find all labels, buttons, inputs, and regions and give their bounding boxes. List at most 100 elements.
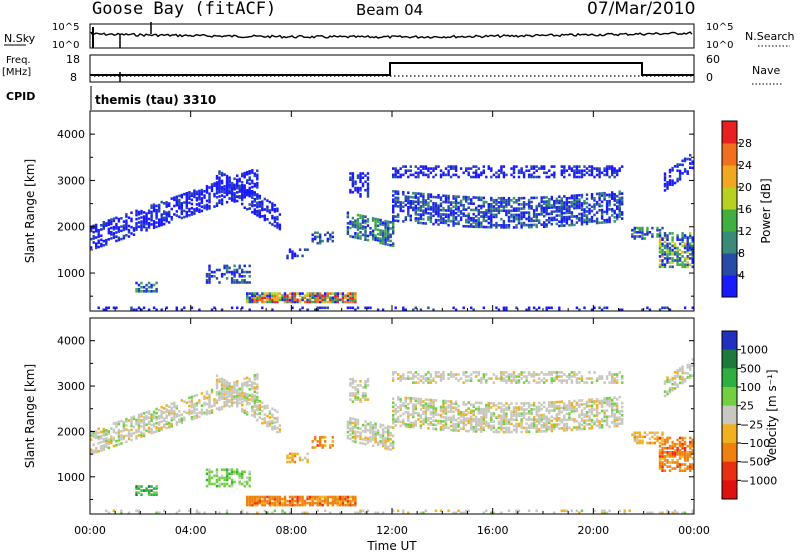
range-gate-cell bbox=[686, 246, 689, 250]
range-gate-cell bbox=[467, 375, 470, 378]
range-gate-cell bbox=[563, 418, 566, 422]
range-gate-cell bbox=[452, 173, 455, 177]
range-gate-cell bbox=[600, 208, 604, 212]
range-gate-cell bbox=[397, 198, 400, 202]
range-gate-cell bbox=[306, 497, 309, 501]
range-gate-cell bbox=[585, 400, 589, 404]
range-gate-cell bbox=[510, 410, 513, 413]
range-gate-cell bbox=[668, 253, 672, 256]
range-gate-cell bbox=[261, 501, 264, 505]
range-gate-cell bbox=[502, 416, 506, 420]
range-gate-cell bbox=[603, 397, 606, 400]
range-gate-cell bbox=[243, 279, 246, 282]
range-gate-cell bbox=[163, 202, 166, 205]
range-gate-cell bbox=[570, 223, 574, 227]
range-gate-cell bbox=[394, 424, 397, 427]
range-gate-cell bbox=[550, 212, 553, 216]
range-gate-cell bbox=[522, 375, 526, 378]
range-gate-cell bbox=[354, 294, 357, 297]
range-gate-cell bbox=[565, 169, 569, 172]
range-gate-cell bbox=[485, 379, 488, 382]
range-gate-cell bbox=[593, 167, 596, 170]
range-gate-cell bbox=[112, 306, 116, 310]
range-gate-cell bbox=[490, 169, 493, 172]
range-gate-cell bbox=[439, 379, 443, 382]
range-gate-cell bbox=[402, 402, 405, 405]
range-gate-cell bbox=[130, 422, 133, 425]
range-gate-cell bbox=[678, 455, 682, 458]
range-gate-cell bbox=[482, 202, 485, 206]
range-gate-cell bbox=[641, 237, 644, 240]
range-gate-cell bbox=[236, 382, 239, 385]
range-gate-cell bbox=[195, 207, 199, 210]
range-gate-cell bbox=[678, 248, 682, 252]
range-gate-cell bbox=[590, 377, 594, 380]
range-gate-cell bbox=[399, 375, 402, 378]
range-gate-cell bbox=[442, 173, 445, 177]
range-gate-cell bbox=[497, 308, 501, 312]
range-gate-cell bbox=[419, 408, 423, 411]
range-gate-cell bbox=[454, 400, 458, 404]
range-gate-cell bbox=[178, 205, 181, 208]
range-gate-cell bbox=[324, 292, 327, 295]
range-gate-cell bbox=[276, 209, 279, 213]
range-gate-cell bbox=[500, 424, 503, 428]
range-gate-cell bbox=[661, 433, 664, 437]
range-gate-cell bbox=[381, 442, 385, 446]
range-gate-cell bbox=[618, 211, 621, 214]
range-gate-cell bbox=[545, 175, 548, 179]
range-gate-cell bbox=[522, 205, 526, 208]
range-gate-cell bbox=[150, 485, 153, 488]
range-gate-cell bbox=[392, 198, 395, 201]
range-gate-cell bbox=[414, 213, 417, 216]
range-gate-cell bbox=[666, 436, 669, 440]
range-gate-cell bbox=[349, 398, 352, 401]
range-gate-cell bbox=[543, 373, 546, 376]
range-gate-cell bbox=[331, 503, 334, 507]
range-gate-cell bbox=[671, 442, 674, 446]
range-gate-cell bbox=[268, 211, 272, 214]
range-gate-cell bbox=[439, 208, 443, 212]
range-gate-cell bbox=[366, 218, 370, 221]
range-gate-cell bbox=[540, 204, 543, 208]
range-gate-cell bbox=[392, 242, 395, 245]
range-gate-cell bbox=[668, 257, 672, 260]
range-gate-cell bbox=[545, 196, 548, 199]
range-gate-cell bbox=[668, 175, 672, 178]
range-gate-cell bbox=[646, 441, 649, 445]
range-gate-cell bbox=[115, 421, 118, 425]
range-gate-cell bbox=[225, 174, 229, 178]
range-gate-cell bbox=[512, 226, 516, 229]
freq-tick-top: 18 bbox=[66, 53, 80, 66]
range-gate-cell bbox=[314, 495, 317, 499]
range-gate-cell bbox=[95, 430, 98, 433]
range-gate-cell bbox=[457, 423, 460, 426]
range-gate-cell bbox=[600, 424, 604, 427]
range-gate-cell bbox=[502, 173, 506, 177]
range-gate-cell bbox=[676, 448, 679, 452]
range-gate-cell bbox=[228, 405, 231, 408]
range-gate-cell bbox=[485, 424, 488, 427]
range-gate-cell bbox=[168, 212, 171, 216]
range-gate-cell bbox=[502, 420, 506, 424]
range-gate-cell bbox=[178, 215, 181, 219]
range-gate-cell bbox=[449, 408, 453, 411]
range-gate-cell bbox=[550, 429, 553, 433]
range-gate-cell bbox=[185, 202, 188, 205]
range-gate-cell bbox=[266, 205, 269, 209]
range-gate-cell bbox=[349, 222, 352, 226]
range-gate-cell bbox=[457, 404, 460, 408]
range-gate-cell bbox=[605, 204, 609, 207]
range-gate-cell bbox=[407, 377, 410, 380]
range-gate-cell bbox=[200, 404, 204, 407]
range-gate-cell bbox=[691, 257, 694, 260]
range-gate-cell bbox=[256, 205, 259, 209]
range-gate-cell bbox=[210, 409, 214, 412]
range-gate-cell bbox=[535, 215, 538, 218]
range-gate-cell bbox=[100, 449, 103, 452]
range-gate-cell bbox=[427, 205, 430, 209]
range-gate-cell bbox=[137, 426, 141, 429]
range-gate-cell bbox=[188, 410, 191, 414]
range-gate-cell bbox=[678, 453, 682, 456]
range-gate-cell bbox=[173, 416, 176, 419]
